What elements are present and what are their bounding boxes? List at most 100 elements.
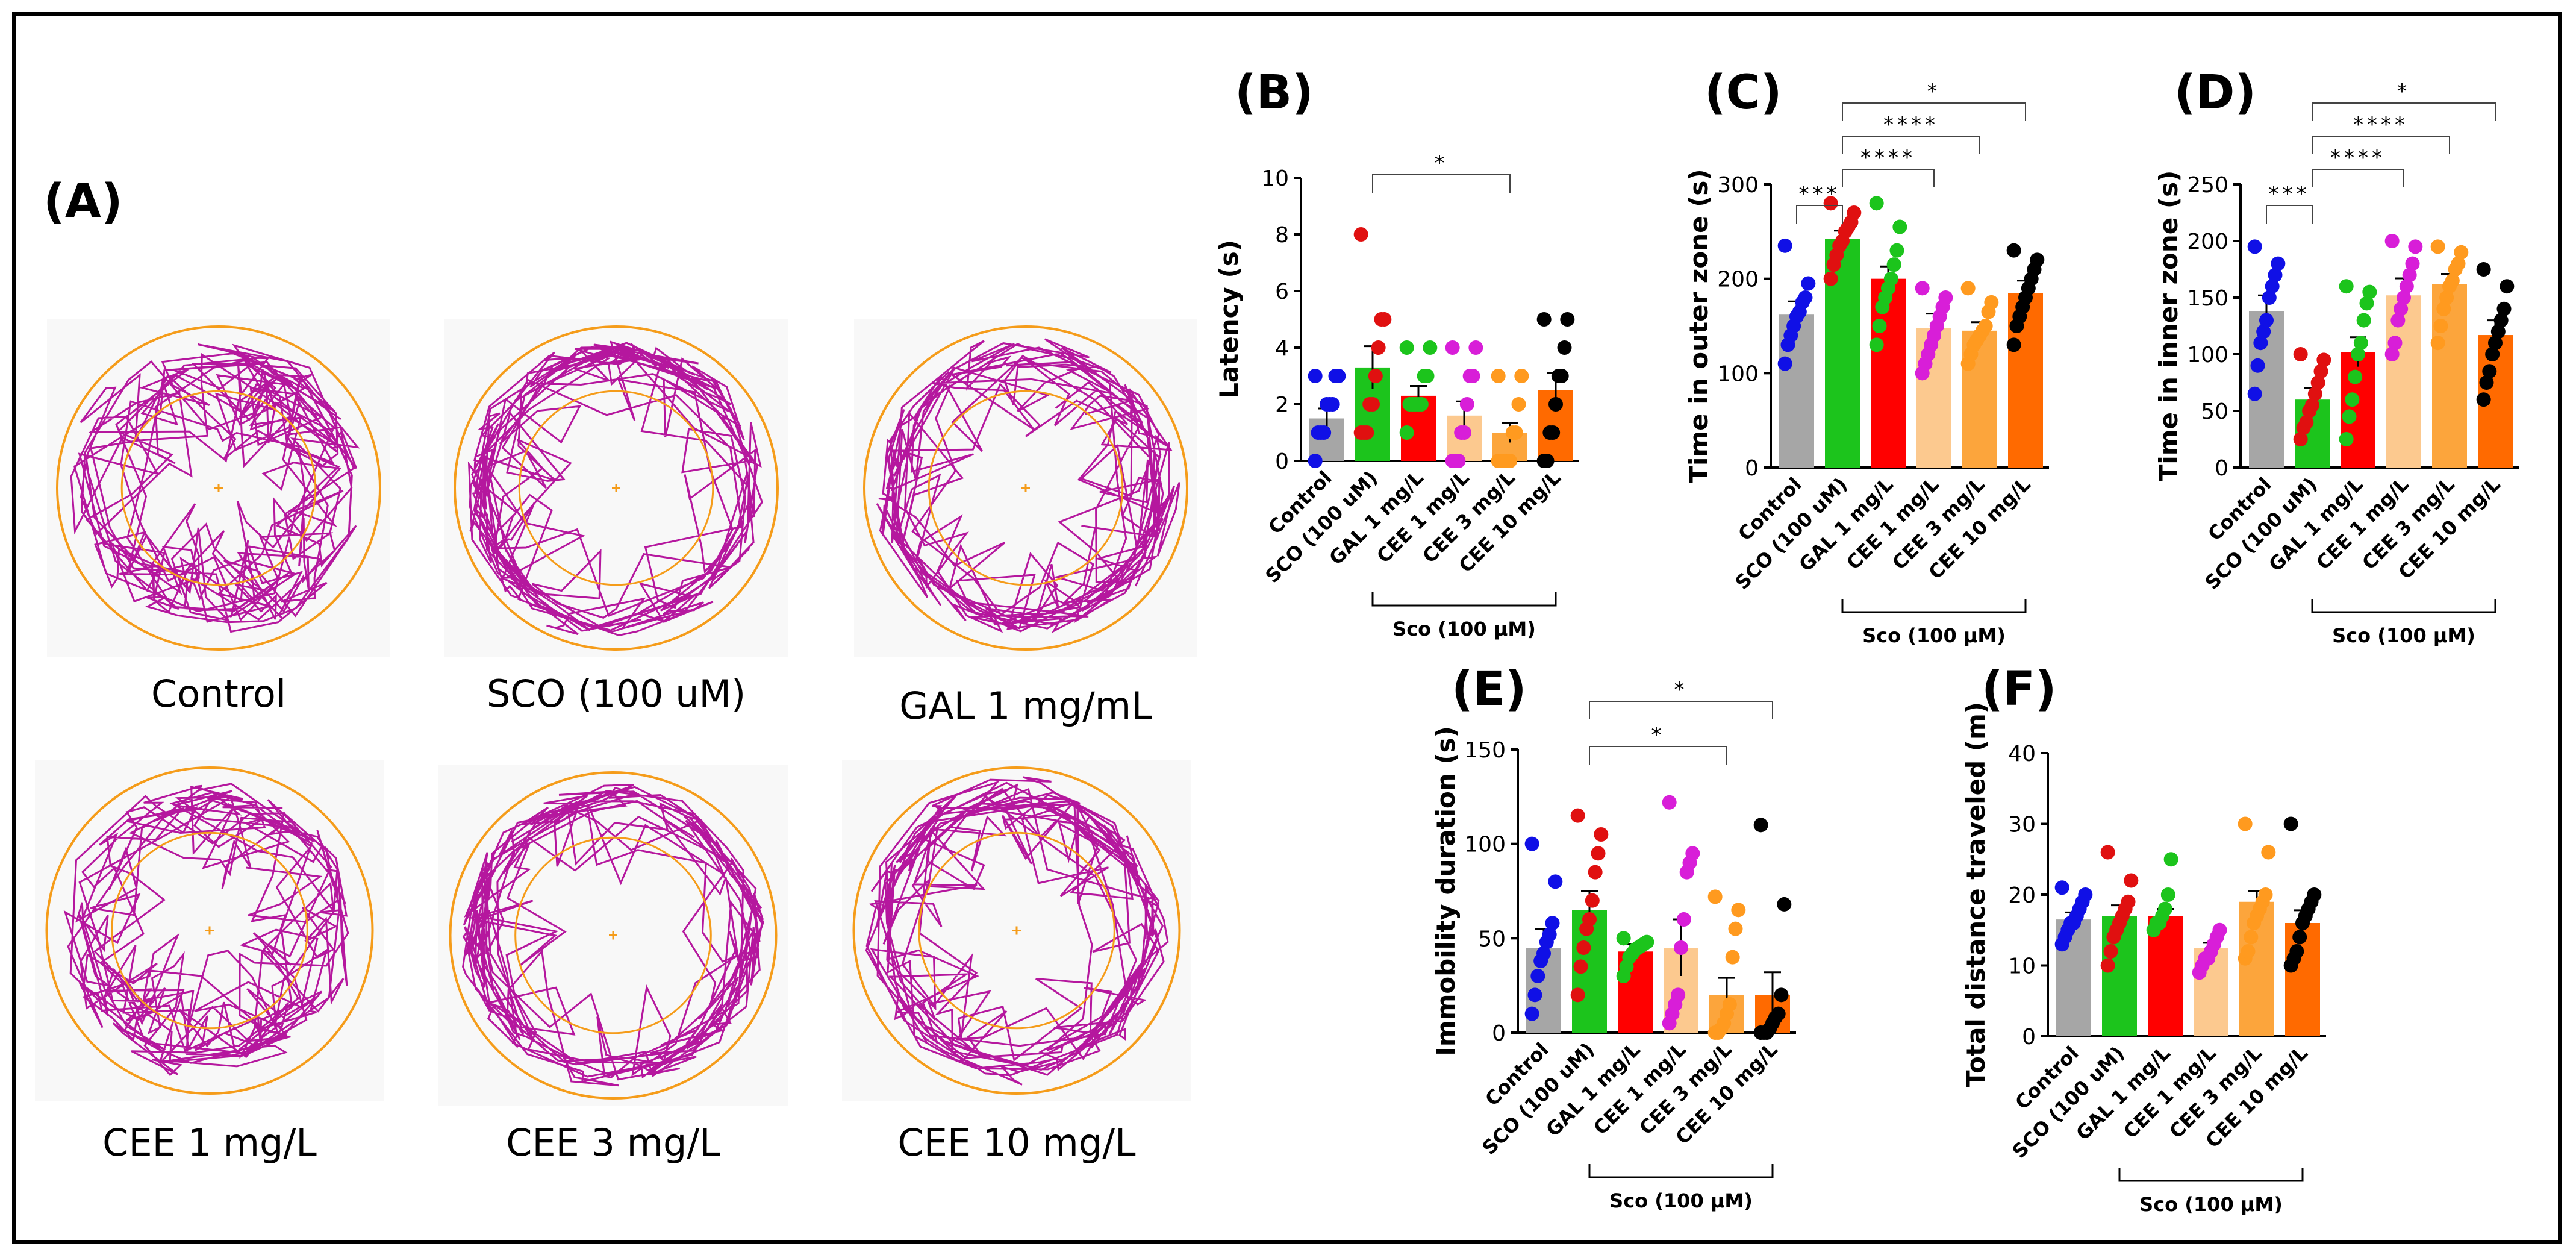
data-point (1573, 959, 1588, 974)
track-label-control: Control (151, 672, 287, 716)
y-tick-label: 0 (2022, 1025, 2036, 1050)
significance-bracket (1842, 102, 2026, 121)
data-point (2212, 922, 2227, 937)
data-point (2490, 324, 2506, 339)
track-plot-cee3 (449, 771, 778, 1100)
arena-inner-circle (918, 831, 1115, 1030)
data-point (2479, 375, 2494, 390)
data-point (2271, 256, 2286, 271)
data-point (1542, 927, 1557, 942)
data-point (2405, 256, 2420, 271)
data-point (2402, 268, 2417, 283)
arena-outer-circle (449, 771, 778, 1100)
data-point (1777, 356, 1792, 371)
data-point (2305, 398, 2319, 413)
group-bracket-label: Sco (100 μM) (1862, 624, 2006, 647)
track-label-cee3: CEE 3 mg/L (506, 1121, 720, 1165)
data-point (1676, 912, 1691, 927)
data-point (1457, 425, 1471, 440)
significance-bracket (1842, 169, 1935, 187)
swim-path (865, 776, 1169, 1086)
significance-bracket (1842, 136, 1980, 154)
data-point (1325, 397, 1340, 412)
data-point (2384, 347, 2400, 361)
track-tile-gal (854, 319, 1197, 657)
data-point (1545, 425, 1561, 440)
y-axis-label: Total distance traveled (m) (1961, 702, 1991, 1087)
data-point (2384, 234, 2400, 248)
data-point (1331, 369, 1346, 383)
data-point (1514, 369, 1529, 383)
data-point (1423, 340, 1438, 355)
data-point (1588, 865, 1603, 880)
y-tick-label: 200 (2187, 230, 2228, 254)
data-point (1420, 369, 1435, 383)
significance-bracket (2312, 136, 2450, 154)
data-point (2163, 852, 2178, 867)
significance-label: **** (2330, 146, 2386, 170)
data-point (2439, 290, 2454, 305)
data-point (1591, 846, 1606, 861)
data-point (1491, 369, 1506, 383)
data-point (1777, 897, 1792, 912)
y-axis-label: Latency (s) (1214, 240, 1244, 399)
data-point (2390, 313, 2406, 328)
y-tick-label: 20 (2008, 883, 2036, 908)
data-point (2265, 279, 2280, 294)
data-point (2356, 313, 2371, 328)
data-point (2451, 256, 2466, 271)
swim-path (467, 340, 763, 637)
data-point (2258, 887, 2273, 902)
data-point (1536, 946, 1551, 961)
data-point (2493, 313, 2509, 328)
data-point (1883, 271, 1898, 286)
data-point (2445, 273, 2460, 288)
data-point (1915, 281, 1930, 296)
data-point (1365, 397, 1380, 412)
data-point (2454, 245, 2469, 260)
arena-center-marker (612, 484, 620, 492)
track-plot-gal (863, 325, 1188, 651)
data-point (1731, 903, 1746, 918)
data-point (1414, 397, 1429, 412)
significance-label: **** (1883, 113, 1939, 137)
y-tick-label: 0 (1492, 1021, 1506, 1046)
y-tick-label: 10 (1261, 166, 1289, 191)
arena-inner-circle (514, 836, 712, 1034)
significance-bracket (1796, 205, 1843, 224)
data-point (1570, 808, 1585, 823)
data-point (2158, 901, 2172, 916)
data-point (2476, 392, 2491, 407)
data-point (2339, 279, 2354, 294)
data-point (2399, 279, 2414, 294)
significance-label: * (1435, 151, 1449, 175)
data-point (2124, 873, 2139, 888)
group-bracket-label: Sco (100 μM) (2332, 624, 2475, 647)
data-point (2353, 336, 2368, 351)
track-plot-sco (454, 325, 779, 651)
track-label-sco: SCO (100 uM) (486, 672, 746, 716)
data-point (1359, 425, 1374, 440)
y-tick-label: 50 (1478, 927, 1506, 951)
data-point (1511, 397, 1526, 412)
data-point (1399, 340, 1414, 355)
data-point (2436, 301, 2451, 316)
data-point (1889, 243, 1904, 258)
panel-letter: (E) (1452, 662, 1527, 716)
track-tile-sco (444, 319, 788, 657)
data-point (2247, 239, 2262, 254)
swim-path (70, 343, 360, 633)
significance-label: **** (2353, 113, 2409, 137)
group-bracket-label: Sco (100 μM) (2139, 1193, 2283, 1216)
swim-path (462, 784, 765, 1087)
track-tile-cee10 (842, 760, 1191, 1101)
data-point (2313, 364, 2328, 379)
data-point (1662, 795, 1677, 810)
y-tick-label: 6 (1275, 280, 1289, 304)
data-point (2283, 816, 2298, 831)
data-point (1798, 290, 1813, 305)
swim-path (876, 338, 1180, 634)
data-point (1548, 874, 1563, 889)
data-point (2078, 887, 2093, 902)
